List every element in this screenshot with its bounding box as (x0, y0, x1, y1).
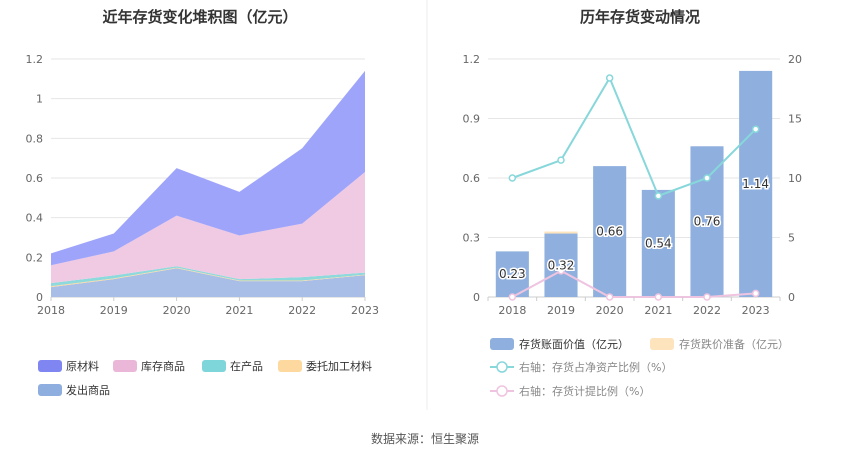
legend-label-在产品: 在产品 (230, 359, 263, 373)
bar-value-label: 0.66 (596, 225, 623, 239)
legend-swatch-委托加工材料 (278, 360, 302, 372)
line-point-impairment-ratio (654, 293, 663, 301)
right-y-left-tick-label: 0.3 (463, 232, 481, 245)
legend-label-发出商品: 发出商品 (66, 383, 110, 397)
bar-inventory-2023 (739, 70, 773, 298)
area-原材料 (51, 70, 365, 266)
right-legend: 存货账面价值（亿元） 存货跌价准备（亿元） 右轴：存货占净资产比例（%） 右轴：存货计… (490, 337, 789, 398)
legend-swatch-发出商品 (38, 384, 62, 396)
right-x-axis: 2018 2019 2020 2021 2022 2023 (487, 297, 781, 317)
left-x-tick-label: 2019 (100, 304, 128, 317)
right-y-left-tick-label: 0.9 (463, 113, 481, 126)
bar-inventory-2022 (690, 146, 724, 297)
left-x-axis: 2018 2019 2020 2021 2022 2023 (37, 297, 379, 317)
right-x-tick-label: 2022 (693, 304, 721, 317)
legend-swatch-impairment (650, 338, 674, 350)
left-x-tick-label: 2018 (37, 304, 65, 317)
right-y-right-tick-label: 20 (788, 53, 802, 66)
line-point-inventory-ratio (557, 156, 565, 164)
right-x-tick-label: 2018 (498, 304, 526, 317)
bar-value-label: 0.54 (645, 236, 672, 250)
line-inventory-ratio (511, 75, 757, 198)
legend-line-marker (496, 361, 508, 373)
left-y-axis: 0 0.2 0.4 0.6 0.8 1 1.2 (26, 53, 44, 304)
line-point-impairment-ratio (605, 293, 614, 301)
bar-inventory-2018 (495, 251, 529, 297)
line-point-impairment-ratio (508, 293, 517, 301)
right-x-tick-label: 2023 (742, 304, 770, 317)
left-y-tick-label: 1.2 (26, 53, 44, 66)
right-y-left-tick-label: 0.6 (463, 172, 481, 185)
right-x-tick-label: 2019 (547, 304, 575, 317)
data-source-note: 数据来源：恒生聚源 (371, 431, 479, 446)
right-y-right-tick-label: 5 (788, 232, 795, 245)
area-在产品 (51, 266, 365, 287)
legend-label-原材料: 原材料 (66, 359, 99, 373)
right-y-axis-right: 0 5 10 15 20 (788, 53, 802, 304)
bar-value-label: 1.14 (742, 177, 769, 191)
right-y-left-tick-label: 1.2 (463, 53, 481, 66)
area-发出商品 (51, 268, 365, 297)
left-y-tick-label: 0.6 (26, 172, 44, 185)
bar-inventory-2021 (641, 189, 675, 297)
right-y-right-tick-label: 0 (788, 291, 795, 304)
bar-impairment-2019 (544, 231, 578, 234)
left-y-tick-label: 0.2 (26, 251, 44, 264)
line-point-inventory-ratio (605, 74, 614, 82)
right-lines: 0.23 0.32 0.66 0.54 0.76 1.14 (497, 74, 771, 301)
right-x-tick-label: 2020 (596, 304, 624, 317)
right-y-right-tick-label: 10 (788, 172, 802, 185)
bar-value-label: 0.23 (499, 267, 526, 281)
line-point-inventory-ratio (703, 174, 711, 182)
legend-label-impairment: 存货跌价准备（亿元） (679, 337, 789, 351)
left-x-tick-label: 2023 (351, 304, 379, 317)
area-库存商品 (51, 172, 365, 284)
bar-inventory-2020 (593, 166, 627, 297)
legend-label-委托加工材料: 委托加工材料 (306, 359, 372, 373)
left-x-tick-label: 2020 (163, 304, 191, 317)
line-point-impairment-ratio (557, 267, 565, 275)
left-y-tick-label: 0.4 (26, 212, 44, 225)
line-point-inventory-ratio (751, 125, 760, 133)
legend-label-库存商品: 库存商品 (141, 359, 185, 373)
bar-inventory-2019 (544, 233, 578, 297)
line-point-inventory-ratio (654, 192, 663, 200)
left-y-tick-label: 0 (36, 291, 43, 304)
line-point-impairment-ratio (703, 293, 711, 301)
legend-swatch-库存商品 (113, 360, 137, 372)
left-x-tick-label: 2021 (225, 304, 253, 317)
line-point-inventory-ratio (508, 174, 517, 182)
right-chart-title: 历年存货变动情况 (580, 8, 700, 26)
right-grid (488, 58, 780, 298)
left-areas (51, 70, 365, 297)
legend-line-label: 右轴：存货计提比例（%） (519, 384, 650, 398)
left-y-tick-label: 1 (36, 93, 43, 106)
legend-swatch-inventory (490, 338, 514, 350)
right-y-axis-left: 0 0.3 0.6 0.9 1.2 (463, 53, 481, 304)
right-bars (495, 70, 773, 298)
legend-swatch-在产品 (202, 360, 226, 372)
left-x-tick-label: 2022 (288, 304, 316, 317)
left-chart: 近年存货变化堆积图（亿元） 0 0.2 0.4 0.6 0.8 1 1.2 2018 2019… (26, 8, 380, 397)
legend-line-marker (496, 385, 508, 397)
legend-line-label: 右轴：存货占净资产比例（%） (519, 360, 672, 374)
right-chart: 历年存货变动情况 0.23 0.32 0.66 0.54 0.76 1.14 0 0.3 0.… (463, 8, 803, 398)
right-x-tick-label: 2021 (644, 304, 672, 317)
left-y-tick-label: 0.8 (26, 132, 44, 145)
bar-value-label: 0.76 (694, 215, 721, 229)
legend-label-inventory: 存货账面价值（亿元） (519, 337, 629, 351)
bar-value-label: 0.32 (548, 258, 575, 272)
right-y-left-tick-label: 0 (473, 291, 480, 304)
legend-swatch-原材料 (38, 360, 62, 372)
line-point-impairment-ratio (751, 289, 760, 298)
left-chart-title: 近年存货变化堆积图（亿元） (102, 8, 297, 26)
right-y-right-tick-label: 15 (788, 113, 802, 126)
